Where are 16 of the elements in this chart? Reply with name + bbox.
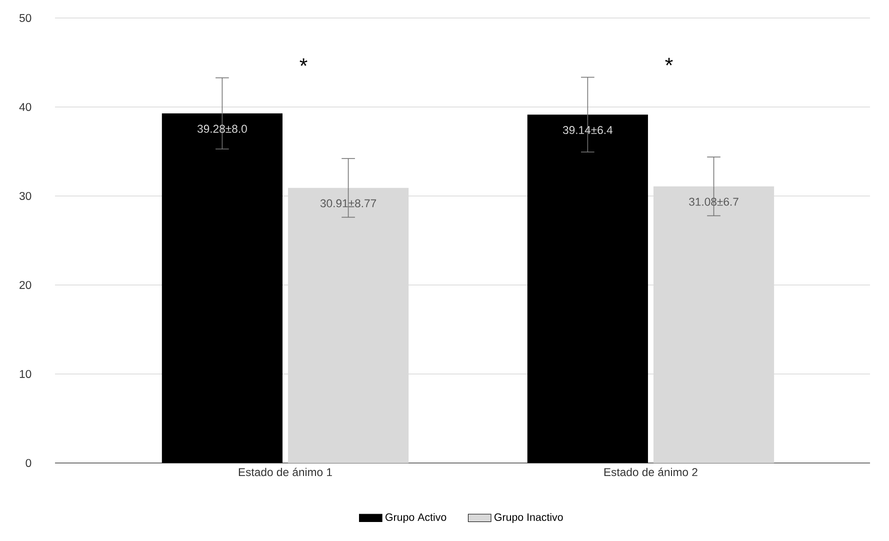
bar [162,113,283,463]
y-tick-label: 40 [19,102,32,111]
annotation: * [665,58,673,66]
x-tick-label: Estado de ánimo 2 [604,468,698,476]
y-tick-label: 0 [26,458,32,467]
x-tick-label: Estado de ánimo 1 [238,468,332,476]
bar [527,114,648,463]
annotation: * [300,58,308,66]
data-label: 39.28±8.0 [197,124,247,133]
legend-label: Grupo Activo [386,513,446,524]
data-label: 39.14±6.4 [562,126,613,134]
y-tick-label: 30 [19,192,32,200]
y-tick-label: 20 [20,280,32,289]
y-tick-label: 50 [19,14,32,22]
y-tick-label: 10 [20,370,32,378]
legend-label: Grupo Inactivo [494,513,563,524]
